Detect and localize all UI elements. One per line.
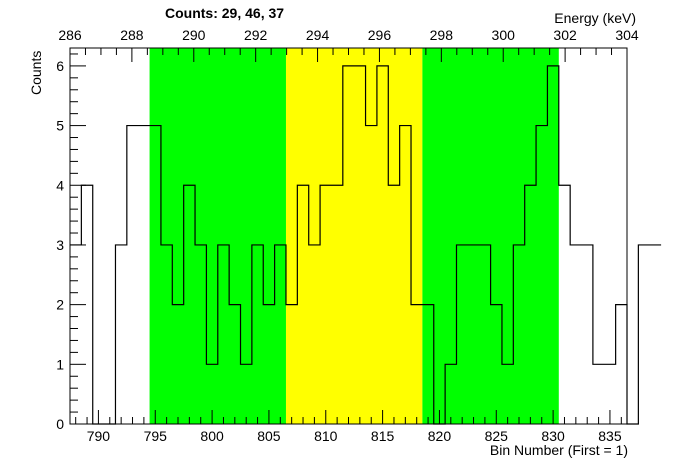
- top-tick-label: 298: [430, 27, 454, 43]
- histogram-bin: [650, 245, 661, 424]
- x-tick-label: 815: [371, 428, 395, 444]
- top-tick-label: 304: [615, 27, 639, 43]
- histogram-bin: [570, 245, 581, 424]
- top-tick-label: 292: [244, 27, 268, 43]
- top-axis-title: Energy (keV): [554, 10, 636, 26]
- y-tick-label: 5: [56, 118, 64, 134]
- histogram-bin: [138, 126, 149, 424]
- region-band-1: [285, 48, 423, 424]
- histogram-bin: [582, 245, 593, 424]
- x-tick-label: 825: [485, 428, 509, 444]
- histogram-bin: [559, 185, 570, 424]
- region-counts-label: Counts: 29, 46, 37: [165, 5, 285, 21]
- x-tick-label: 790: [87, 428, 111, 444]
- y-tick-label: 0: [56, 416, 64, 432]
- x-tick-label: 830: [541, 428, 565, 444]
- histogram-bin: [616, 305, 627, 424]
- x-tick-label: 795: [144, 428, 168, 444]
- top-tick-label: 296: [368, 27, 392, 43]
- histogram-line: [70, 65, 662, 425]
- top-tick-label: 300: [492, 27, 516, 43]
- region-band-0: [149, 48, 286, 424]
- x-axis-title: Bin Number (First = 1): [489, 442, 628, 458]
- top-tick-label: 302: [553, 27, 577, 43]
- y-tick-label: 2: [56, 297, 64, 313]
- histogram-bin: [127, 126, 138, 424]
- histogram-bin: [593, 364, 604, 424]
- x-tick-label: 805: [257, 428, 281, 444]
- top-tick-label: 290: [182, 27, 206, 43]
- top-tick-label: 286: [58, 27, 82, 43]
- y-axis-title: Counts: [28, 50, 44, 95]
- histogram-bin: [115, 245, 126, 424]
- x-tick-label: 800: [200, 428, 224, 444]
- y-tick-label: 3: [56, 237, 64, 253]
- histogram-bin: [70, 245, 81, 424]
- y-tick-label: 4: [56, 177, 64, 193]
- y-tick-label: 6: [56, 58, 64, 74]
- x-tick-label: 820: [428, 428, 452, 444]
- y-tick-label: 1: [56, 356, 64, 372]
- histogram-bin: [638, 245, 649, 424]
- x-tick-label: 835: [598, 428, 622, 444]
- top-tick-label: 288: [120, 27, 144, 43]
- x-tick-label: 810: [314, 428, 338, 444]
- region-band-2: [422, 48, 559, 424]
- top-tick-label: 294: [306, 27, 330, 43]
